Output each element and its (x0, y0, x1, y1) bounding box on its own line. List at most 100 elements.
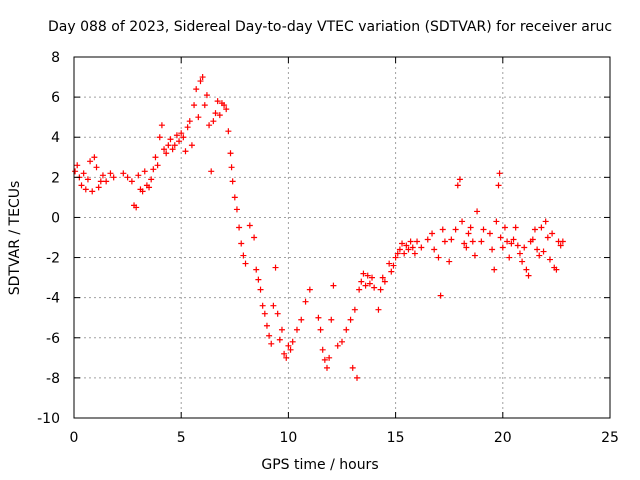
data-point (257, 286, 264, 293)
data-point (508, 240, 515, 247)
data-point (356, 286, 363, 293)
data-point (542, 218, 549, 225)
data-point (538, 224, 545, 231)
y-tick-label: 4 (51, 130, 60, 146)
data-point (184, 124, 191, 131)
data-point (510, 236, 517, 243)
x-tick-label: 15 (387, 430, 405, 446)
data-point (270, 302, 277, 309)
data-point (489, 246, 496, 253)
data-point (339, 338, 345, 345)
data-point (268, 340, 275, 347)
data-point (84, 176, 91, 183)
data-point (191, 102, 198, 109)
data-point (74, 162, 81, 169)
data-point (379, 274, 386, 281)
x-tick-label: 10 (279, 430, 297, 446)
y-tick-label: -4 (46, 291, 60, 307)
data-point (381, 278, 388, 285)
data-point (349, 364, 356, 371)
data-point (360, 270, 367, 277)
data-point (225, 128, 232, 135)
data-point (506, 254, 513, 261)
data-point (549, 230, 556, 237)
data-point (240, 252, 247, 259)
data-point (124, 174, 131, 181)
data-point (452, 226, 459, 233)
data-point (287, 346, 294, 353)
data-point (321, 356, 328, 363)
data-point (103, 178, 110, 185)
data-point (289, 338, 296, 345)
data-point (529, 236, 536, 243)
data-point (201, 102, 208, 109)
data-point (302, 298, 309, 305)
data-point (504, 238, 511, 245)
data-point (347, 316, 354, 323)
data-point (418, 244, 425, 251)
data-point (186, 118, 193, 125)
data-point (553, 266, 560, 273)
plot-frame (73, 56, 611, 419)
data-point (459, 218, 466, 225)
data-point (133, 204, 140, 211)
data-point (228, 164, 235, 171)
data-point (399, 240, 406, 247)
data-point (369, 274, 376, 281)
data-point (165, 142, 172, 149)
data-point (272, 264, 279, 271)
data-point (441, 238, 448, 245)
data-point (366, 280, 373, 287)
y-tick-label: -6 (46, 331, 60, 347)
data-point (253, 266, 260, 273)
data-point (521, 244, 528, 251)
data-point (557, 242, 564, 249)
data-point (283, 354, 290, 361)
data-point (72, 168, 79, 175)
data-point (82, 186, 89, 193)
data-point (91, 154, 98, 161)
data-point (259, 302, 266, 309)
data-point (231, 194, 238, 201)
x-tick-labels: 0 5 10 15 20 25 (70, 430, 619, 446)
data-point (546, 256, 553, 263)
data-point (516, 250, 523, 257)
data-point (486, 230, 493, 237)
data-point (478, 238, 485, 245)
data-point (276, 336, 283, 343)
data-point (474, 208, 481, 215)
data-point (169, 146, 176, 153)
data-point (261, 310, 268, 317)
data-point (146, 184, 153, 191)
data-point (233, 206, 240, 213)
y-tick-label: -8 (46, 371, 60, 387)
data-point (206, 122, 213, 129)
data-point (330, 282, 337, 289)
data-point (80, 170, 87, 177)
data-point (497, 234, 504, 241)
data-point (135, 172, 142, 179)
y-tick-label: 0 (51, 210, 60, 226)
data-point (99, 172, 106, 179)
data-point (465, 230, 472, 237)
data-point (396, 246, 403, 253)
data-point (163, 150, 170, 157)
data-point (446, 258, 453, 265)
data-point (435, 254, 442, 261)
data-point (377, 286, 384, 293)
data-point (197, 78, 204, 85)
data-point (242, 260, 249, 267)
data-point (534, 246, 541, 253)
axis-ticks (73, 56, 611, 419)
data-point (401, 250, 408, 257)
data-point (182, 148, 189, 155)
data-point (448, 236, 455, 243)
x-tick-label: 0 (70, 430, 79, 446)
data-point (216, 112, 223, 119)
x-tick-label: 5 (177, 430, 186, 446)
data-point (371, 284, 378, 291)
data-point (431, 246, 438, 253)
data-point (87, 158, 94, 165)
data-point (362, 282, 369, 289)
